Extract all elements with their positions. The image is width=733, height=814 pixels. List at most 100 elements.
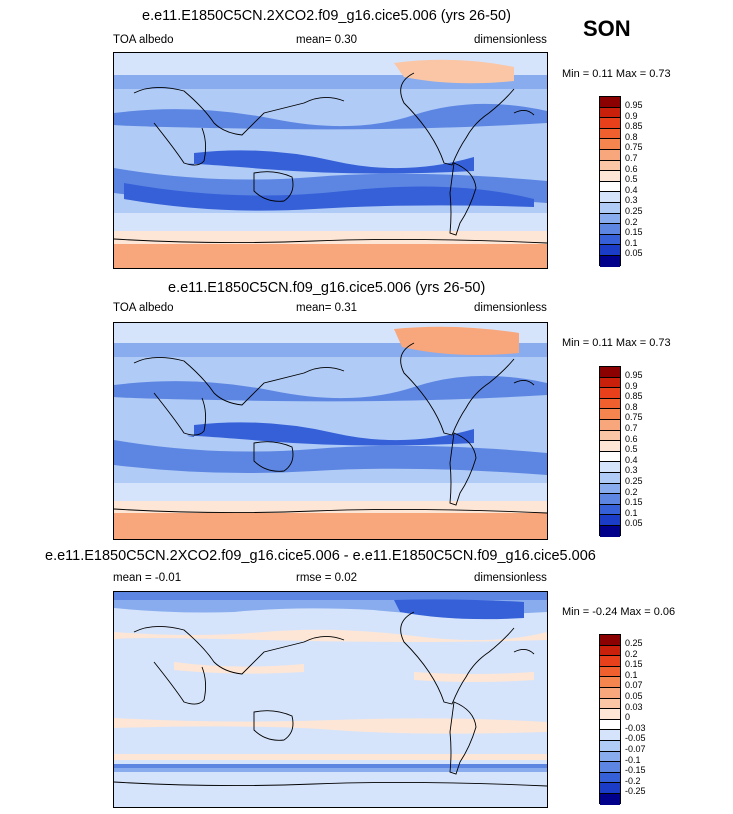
colorbar-label: 0.25 — [625, 206, 643, 216]
colorbar-swatch — [600, 118, 620, 129]
colorbar-label: 0.95 — [625, 100, 643, 110]
colorbar-label: 0.25 — [625, 638, 643, 648]
colorbar-swatch — [600, 472, 620, 484]
panel-3-map — [113, 591, 548, 808]
colorbar-label: 0.75 — [625, 142, 643, 152]
panel-3-title: e.e11.E1850C5CN.2XCO2.f09_g16.cice5.006 … — [45, 548, 596, 564]
colorbar-label: 0.1 — [625, 508, 638, 518]
panel-2-units-label: dimensionless — [474, 302, 547, 314]
colorbar-label: 0.2 — [625, 217, 638, 227]
colorbar-label: 0.75 — [625, 412, 643, 422]
colorbar-label: 0.2 — [625, 487, 638, 497]
colorbar-swatch — [600, 751, 620, 763]
colorbar-swatch — [600, 635, 620, 646]
panel-1-map — [113, 52, 548, 269]
colorbar-label: 0.05 — [625, 691, 643, 701]
colorbar-label: 0.3 — [625, 465, 638, 475]
colorbar-label: 0.05 — [625, 518, 643, 528]
colorbar-label: 0.9 — [625, 111, 638, 121]
panel-1-mean-label: mean= 0.30 — [296, 34, 358, 46]
colorbar-label: 0.5 — [625, 174, 638, 184]
colorbar-label: 0.2 — [625, 649, 638, 659]
colorbar-label: 0.9 — [625, 381, 638, 391]
colorbar-label: -0.05 — [625, 733, 646, 743]
colorbar-swatch — [600, 494, 620, 505]
colorbar-swatch — [600, 719, 620, 731]
colorbar-label: 0.15 — [625, 497, 643, 507]
colorbar-swatch — [600, 388, 620, 399]
colorbar-swatch — [600, 451, 620, 463]
colorbar-label: -0.2 — [625, 776, 641, 786]
colorbar-swatch — [600, 793, 620, 805]
colorbar-label: -0.1 — [625, 755, 641, 765]
colorbar-swatch — [600, 666, 620, 678]
colorbar-swatch — [600, 255, 620, 267]
colorbar-label: 0.1 — [625, 238, 638, 248]
colorbar-label: 0.25 — [625, 476, 643, 486]
colorbar-swatch — [600, 149, 620, 161]
panel-2-map — [113, 322, 548, 540]
colorbar-swatch — [600, 483, 620, 495]
colorbar-label: 0.5 — [625, 444, 638, 454]
colorbar-swatch — [600, 367, 620, 378]
colorbar-swatch — [600, 515, 620, 526]
panel-3-units-label: dimensionless — [474, 572, 547, 584]
panel-3-minmax: Min = -0.24 Max = 0.06 — [562, 606, 676, 618]
panel-2-colorbar — [599, 366, 621, 537]
colorbar-swatch — [600, 139, 620, 150]
colorbar-swatch — [600, 504, 620, 516]
colorbar-swatch — [600, 762, 620, 773]
colorbar-label: 0.03 — [625, 702, 643, 712]
panel-3-mean-label: mean = -0.01 — [113, 572, 182, 584]
colorbar-swatch — [600, 224, 620, 235]
colorbar-swatch — [600, 245, 620, 256]
colorbar-swatch — [600, 398, 620, 410]
colorbar-swatch — [600, 377, 620, 389]
colorbar-label: 0.7 — [625, 423, 638, 433]
panel-2-title: e.e11.E1850C5CN.f09_g16.cice5.006 (yrs 2… — [168, 280, 486, 296]
colorbar-swatch — [600, 160, 620, 172]
colorbar-swatch — [600, 525, 620, 537]
colorbar-label: 0.85 — [625, 391, 643, 401]
colorbar-swatch — [600, 181, 620, 193]
colorbar-swatch — [600, 783, 620, 794]
colorbar-label: 0.07 — [625, 680, 643, 690]
colorbar-swatch — [600, 462, 620, 473]
colorbar-swatch — [600, 234, 620, 246]
colorbar-label: 0.6 — [625, 164, 638, 174]
colorbar-label: 0.3 — [625, 195, 638, 205]
colorbar-swatch — [600, 772, 620, 784]
colorbar-swatch — [600, 645, 620, 657]
colorbar-swatch — [600, 698, 620, 710]
panel-1-colorbar — [599, 96, 621, 267]
panel-2-variable-label: TOA albedo — [113, 302, 174, 314]
colorbar-swatch — [600, 441, 620, 452]
colorbar-label: 0.15 — [625, 659, 643, 669]
colorbar-swatch — [600, 171, 620, 182]
panel-1-title: e.e11.E1850C5CN.2XCO2.f09_g16.cice5.006 … — [142, 8, 511, 24]
colorbar-swatch — [600, 107, 620, 119]
panel-2-mean-label: mean= 0.31 — [296, 302, 358, 314]
colorbar-swatch — [600, 202, 620, 214]
panel-1-variable-label: TOA albedo — [113, 34, 174, 46]
colorbar-swatch — [600, 409, 620, 420]
season-label: SON — [583, 16, 631, 41]
colorbar-label: -0.15 — [625, 765, 646, 775]
colorbar-label: -0.07 — [625, 744, 646, 754]
panel-3-rmse-label: rmse = 0.02 — [296, 572, 358, 584]
colorbar-swatch — [600, 430, 620, 442]
colorbar-label: 0.7 — [625, 153, 638, 163]
colorbar-swatch — [600, 97, 620, 108]
panel-2-minmax: Min = 0.11 Max = 0.73 — [562, 337, 671, 349]
colorbar-label: 0.95 — [625, 370, 643, 380]
colorbar-label: -0.03 — [625, 723, 646, 733]
colorbar-swatch — [600, 740, 620, 752]
colorbar-label: 0.4 — [625, 455, 638, 465]
colorbar-swatch — [600, 687, 620, 699]
colorbar-label: 0.8 — [625, 402, 638, 412]
colorbar-label: 0.15 — [625, 227, 643, 237]
colorbar-label: 0.8 — [625, 132, 638, 142]
panel-1-minmax: Min = 0.11 Max = 0.73 — [562, 68, 671, 80]
colorbar-label: 0 — [625, 712, 631, 722]
colorbar-swatch — [600, 677, 620, 688]
